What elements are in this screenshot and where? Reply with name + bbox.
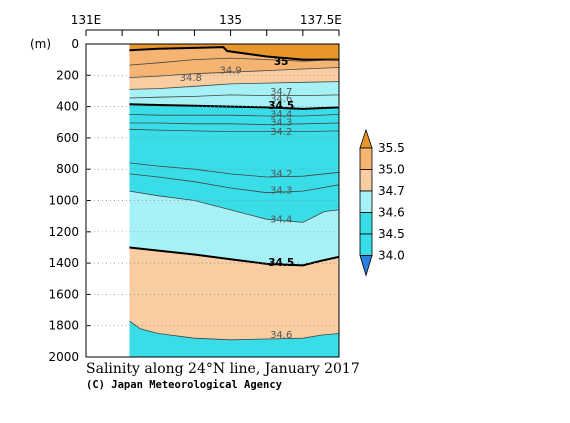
colorbar-label: 34.0 <box>378 249 405 263</box>
contour-label: 34.2 <box>270 127 292 138</box>
colorbar-label: 34.7 <box>378 184 405 198</box>
y-tick-label: 1600 <box>48 287 79 301</box>
contour-line <box>129 173 339 194</box>
colorbar-swatch <box>359 212 373 235</box>
contour-line <box>129 128 339 132</box>
contour-label: 34.4 <box>270 214 292 225</box>
y-tick-label: 1800 <box>48 319 79 333</box>
y-tick-label: 2000 <box>48 350 79 364</box>
colorbar-label: 34.6 <box>378 206 405 220</box>
salinity-band <box>129 81 339 98</box>
contour-line <box>129 67 339 78</box>
salinity-band <box>129 114 339 125</box>
x-axis: 131E 135 137.5E <box>71 13 342 36</box>
y-tick-label: 200 <box>56 68 79 82</box>
salinity-band <box>129 173 339 223</box>
salinity-band <box>129 321 339 357</box>
x-tick-label: 131E <box>71 13 102 27</box>
contour-line <box>129 57 339 66</box>
credit-text: (C) Japan Meteorological Agency <box>86 379 283 391</box>
salinity-band <box>129 191 339 266</box>
contour-line <box>129 94 339 99</box>
contour-label: 34.6 <box>270 94 292 105</box>
contour-label: 34.5 <box>268 257 294 269</box>
contour-label: 35 <box>274 56 289 68</box>
contour-layer <box>129 46 339 341</box>
salinity-fill-layer <box>86 44 339 357</box>
y-tick-label: 600 <box>56 131 79 145</box>
contour-label: 34.4 <box>270 110 292 121</box>
colorbar-swatch <box>359 147 373 170</box>
colorbar-label: 35.5 <box>378 141 405 155</box>
salinity-band <box>129 247 339 340</box>
salinity-band <box>129 104 339 116</box>
chart-title: Salinity along 24°N line, January 2017 <box>86 361 360 377</box>
y-axis: 0 200 400 600 800 1000 1200 1400 1600 1800 2000 <box>48 37 339 364</box>
contour-line <box>129 114 339 117</box>
y-tick-label: 1000 <box>48 194 79 208</box>
contour-line <box>129 246 339 267</box>
contour-line <box>129 46 339 61</box>
colorbar-label: 34.5 <box>378 227 405 241</box>
contour-label: 34.5 <box>268 100 294 112</box>
colorbar: 35.5 35.0 34.7 34.6 34.5 34.0 <box>359 128 405 277</box>
y-tick-label: 1200 <box>48 225 79 239</box>
y-tick-label: 400 <box>56 100 79 114</box>
colorbar-swatch <box>359 233 373 256</box>
colorbar-swatch <box>359 190 373 213</box>
salinity-band <box>129 123 339 132</box>
contour-label-layer: 3534.934.834.734.634.534.434.334.234.234… <box>180 56 294 341</box>
y-axis-unit-label: (m) <box>30 37 51 51</box>
contour-line <box>129 81 339 90</box>
contour-label: 34.7 <box>270 87 292 98</box>
contour-line <box>129 320 339 341</box>
colorbar-top-arrow <box>359 128 373 149</box>
contour-line <box>129 190 339 223</box>
y-tick-label: 1400 <box>48 256 79 270</box>
contour-label: 34.3 <box>270 117 292 128</box>
contour-line <box>129 122 339 126</box>
contour-label: 34.8 <box>180 73 202 84</box>
y-tick-label: 0 <box>71 37 79 51</box>
x-tick-label: 135 <box>219 13 242 27</box>
salinity-band <box>129 162 339 193</box>
x-tick-label: 137.5E <box>300 13 342 27</box>
contour-line <box>129 162 339 178</box>
y-tick-label: 800 <box>56 162 79 176</box>
colorbar-label: 35.0 <box>378 163 405 177</box>
colorbar-bottom-arrow <box>359 255 373 277</box>
salinity-band <box>129 129 339 177</box>
contour-label: 34.3 <box>270 186 292 197</box>
salinity-band <box>129 58 339 78</box>
salinity-band <box>129 67 339 90</box>
contour-label: 34.2 <box>270 169 292 180</box>
contour-label: 34.6 <box>270 330 292 341</box>
colorbar-swatch <box>359 169 373 192</box>
contour-label: 34.9 <box>219 66 241 77</box>
